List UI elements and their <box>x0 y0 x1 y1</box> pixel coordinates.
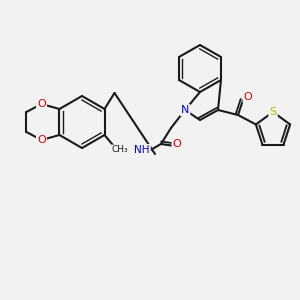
Text: O: O <box>172 139 182 149</box>
Text: O: O <box>37 135 46 145</box>
Text: N: N <box>181 105 189 115</box>
Text: NH: NH <box>134 145 150 155</box>
Text: CH₃: CH₃ <box>111 146 128 154</box>
Text: O: O <box>244 92 252 102</box>
Text: O: O <box>37 99 46 109</box>
Text: S: S <box>269 107 277 117</box>
